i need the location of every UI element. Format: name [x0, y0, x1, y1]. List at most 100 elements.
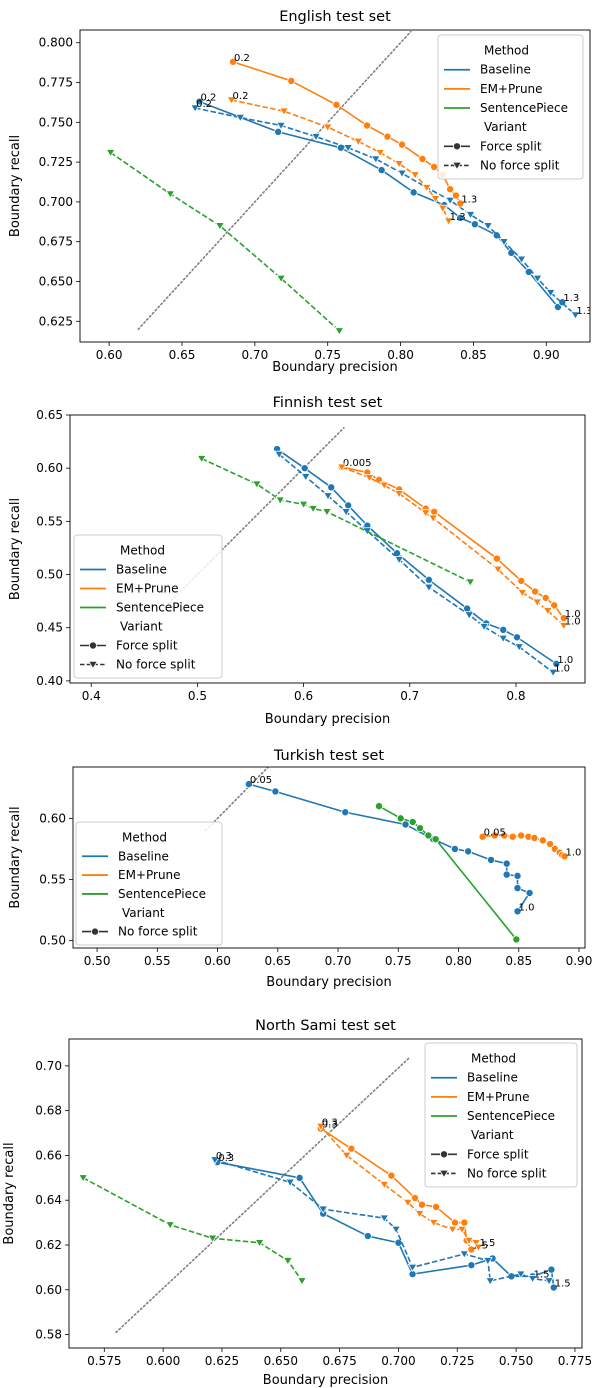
data-point — [548, 668, 559, 678]
x-tick-label: 0.6 — [294, 689, 313, 703]
data-point — [483, 222, 493, 231]
data-point — [347, 1144, 356, 1153]
data-point — [516, 255, 527, 265]
data-point — [228, 57, 237, 66]
data-point — [379, 1214, 390, 1223]
legend-box — [437, 34, 584, 180]
legend-marker — [439, 1150, 448, 1159]
data-point — [428, 1219, 439, 1228]
data-point — [410, 171, 421, 180]
point-annotation: 0.3 — [216, 1151, 232, 1162]
legend: Method Baseline EM+Prune SentencePiece Varia… — [437, 34, 584, 180]
data-point — [464, 847, 473, 856]
data-point — [570, 311, 581, 320]
data-point — [432, 1202, 441, 1211]
y-tick-label: 0.68 — [35, 1104, 62, 1118]
y-tick-label: 0.40 — [36, 674, 63, 688]
data-point — [418, 154, 427, 163]
data-point — [513, 633, 522, 642]
legend: Method Baseline EM+Prune SentencePiece Varia… — [73, 534, 223, 679]
data-point — [375, 149, 386, 158]
x-tick-label: 0.80 — [387, 348, 414, 362]
plot-frame — [79, 29, 591, 343]
x-tick-label: 0.65 — [169, 348, 196, 362]
series-line — [232, 61, 462, 204]
data-point — [397, 169, 407, 179]
data-point — [443, 217, 454, 226]
data-point — [500, 831, 509, 840]
data-point — [424, 831, 433, 840]
series-baseline-force-split: 1.0 — [273, 445, 573, 668]
y-axis-label: Boundary recall — [8, 806, 23, 908]
x-axis-label: Boundary precision — [265, 712, 390, 727]
x-tick-label: 0.70 — [241, 348, 268, 362]
data-point — [517, 576, 526, 585]
data-point — [487, 855, 496, 864]
point-annotation: 1.0 — [566, 847, 582, 858]
data-point — [391, 1225, 401, 1235]
data-point — [467, 1245, 476, 1254]
data-point — [214, 222, 225, 231]
y-tick-label: 0.66 — [35, 1148, 62, 1162]
x-tick-label: 0.85 — [505, 954, 532, 968]
legend-label-baseline: Baseline — [467, 1071, 518, 1085]
legend-marker — [88, 660, 98, 670]
series-baseline-no-force-split: 1.0 — [274, 450, 570, 678]
legend-label-em-prune: EM+Prune — [467, 1090, 530, 1104]
data-point — [402, 1198, 413, 1208]
data-point — [235, 114, 246, 123]
data-point — [336, 463, 347, 472]
x-tick-label: 0.625 — [205, 1354, 239, 1368]
point-annotation: 0.3 — [322, 1117, 338, 1128]
data-point — [298, 500, 309, 510]
y-tick-label: 0.45 — [36, 621, 63, 635]
point-annotation: 1.0 — [519, 902, 535, 913]
legend-label-baseline: Baseline — [118, 849, 169, 863]
data-point — [508, 832, 517, 841]
series-em-prune-no-force-split: 0.05 1.0 — [478, 828, 582, 861]
data-point — [547, 1265, 556, 1274]
plot-area: 0.05 1.0 0.05 1.0 — [204, 767, 582, 944]
chart-turkish-test-set: Turkish test set 0.50 0.55 0.60 0.65 0.70 0.75… — [8, 748, 592, 990]
point-annotation: 0.05 — [484, 828, 506, 839]
data-point — [507, 248, 516, 257]
legend-label-no-force-split: No force split — [467, 1166, 547, 1180]
data-point — [542, 607, 553, 616]
data-point — [471, 1239, 482, 1248]
series-sentencepiece-no-force-split — [105, 149, 345, 336]
x-tick-label: 0.7 — [400, 689, 419, 703]
legend-label-sentencepiece: SentencePiece — [467, 1109, 555, 1123]
point-annotation: 1.3 — [576, 306, 592, 317]
y-tick-label: 0.775 — [39, 76, 73, 90]
data-point — [300, 473, 311, 482]
data-point — [414, 1210, 425, 1219]
data-point — [165, 1221, 176, 1230]
series-line — [194, 107, 576, 316]
x-tick-label: 0.60 — [204, 954, 231, 968]
data-point — [456, 199, 465, 208]
data-point — [363, 121, 372, 130]
data-point — [353, 137, 364, 147]
data-point — [417, 1200, 426, 1209]
data-point — [276, 274, 286, 284]
legend-header: Method — [471, 1052, 516, 1066]
data-point — [274, 450, 285, 460]
data-point — [493, 565, 503, 574]
data-point — [327, 483, 336, 492]
data-point — [271, 787, 280, 796]
legend-box — [73, 534, 223, 679]
legend-header: Method — [122, 830, 167, 844]
y-tick-label: 0.50 — [39, 934, 66, 948]
point-annotation: 0.2 — [200, 93, 216, 104]
data-point — [428, 514, 439, 523]
data-point — [525, 888, 534, 897]
legend-label-no-force-split: No force split — [480, 158, 560, 172]
data-point — [467, 1261, 476, 1270]
data-point — [332, 100, 341, 109]
chart-title: Turkish test set — [273, 748, 385, 764]
data-point — [207, 1234, 218, 1244]
data-point — [430, 162, 439, 171]
legend-label-no-force-split: No force split — [116, 658, 196, 672]
y-tick-label: 0.55 — [39, 873, 66, 887]
x-axis-label: Boundary precision — [263, 1373, 388, 1388]
